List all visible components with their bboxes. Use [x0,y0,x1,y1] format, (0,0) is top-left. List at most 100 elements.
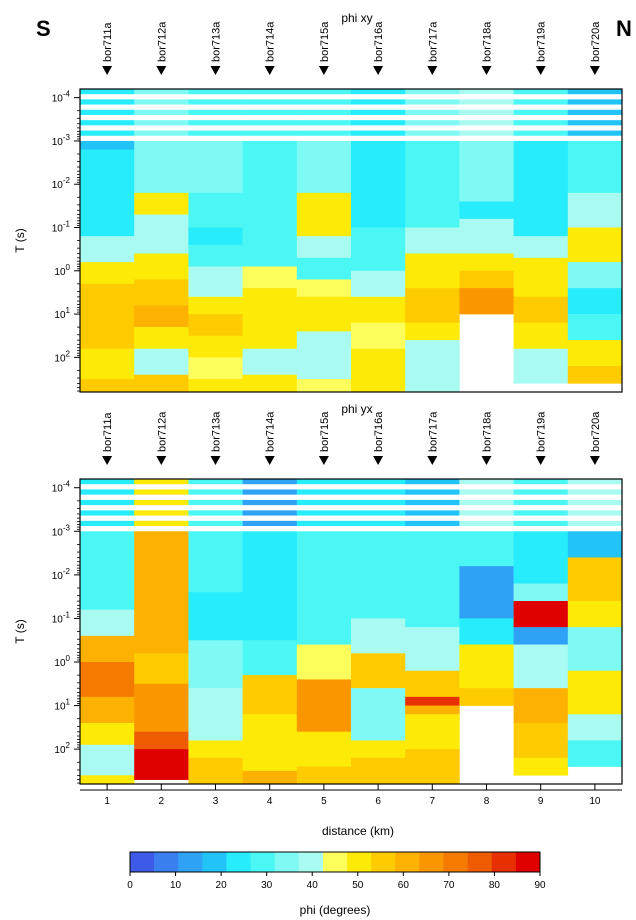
cell [188,266,243,298]
cell [513,94,569,100]
cell [80,520,135,527]
cell [405,109,460,116]
cell [134,94,189,100]
cell [405,94,460,100]
cell [567,627,623,672]
colorbar: 0 10 20 30 40 50 60 70 80 90 [127,851,546,891]
cell [296,130,352,137]
cell [296,644,352,680]
cell [567,125,623,131]
cell [513,135,569,142]
cell [405,499,460,506]
cell [459,114,514,121]
cell [567,114,623,121]
colorbar-tick-label: 40 [307,880,319,891]
cell [134,526,189,532]
cell [513,104,569,111]
cell [134,484,189,490]
colorbar-swatch [202,852,227,872]
station-marker [102,456,113,465]
cell [351,99,406,105]
cell [134,531,189,654]
cell [296,236,352,259]
cell [405,227,460,254]
cell [351,114,406,121]
cell [513,526,569,532]
cell [459,253,514,272]
cell [513,322,569,350]
cell [513,109,569,116]
cell [567,366,623,384]
cell [351,489,406,495]
cell [80,109,135,116]
colorbar-frame [129,851,541,873]
cell [80,723,135,746]
y-axis-label: T (s) [13,228,27,252]
cell [296,331,352,380]
cell [351,270,406,298]
cell [567,104,623,111]
y-tick-label: 101 [54,698,70,713]
station-marker [264,66,275,75]
cell [459,89,514,95]
cell [134,104,189,111]
cell [459,510,514,516]
cell [188,227,243,246]
cell [80,283,135,324]
cell [351,499,406,506]
cell [80,744,135,776]
cell [242,675,298,715]
cell [351,140,406,228]
cell [513,757,569,776]
colorbar-swatch [226,852,251,872]
cell [405,627,460,672]
cell [351,125,406,131]
cell [513,489,569,495]
cell [513,479,569,485]
cell [459,99,514,105]
cell [134,109,189,116]
cell [296,379,352,393]
cell [296,494,352,501]
cell [567,314,623,341]
station-label: bor716a [373,411,385,452]
station-label: bor718a [482,21,494,62]
cell [296,731,352,767]
cell [459,135,514,142]
cell [134,120,189,126]
y-tick-label: 10-2 [52,176,71,191]
cell [513,296,569,324]
cell [242,104,298,111]
colorbar-tick-label: 60 [398,880,410,891]
cell [405,135,460,142]
cell [296,125,352,131]
cell [188,740,243,759]
cell [351,526,406,532]
cell [567,130,623,137]
cell [188,357,243,380]
colorbar-tick-label: 20 [216,880,228,891]
cell [80,114,135,121]
cell [296,109,352,116]
cell [513,99,569,105]
cell [134,374,189,393]
cell [405,288,460,324]
cell [296,279,352,298]
cell [188,94,243,100]
cell [80,89,135,95]
cell [188,130,243,137]
y-tick-label: 10-3 [52,133,71,148]
cell [242,99,298,105]
cell [134,99,189,105]
cell [567,670,623,715]
cell [405,520,460,527]
cell [80,140,135,150]
cell [513,505,569,511]
cell [188,314,243,337]
x-tick-label: 9 [538,796,544,807]
cell [351,505,406,511]
cell [405,120,460,126]
cell [405,99,460,105]
cell [351,484,406,490]
cell [351,296,406,324]
